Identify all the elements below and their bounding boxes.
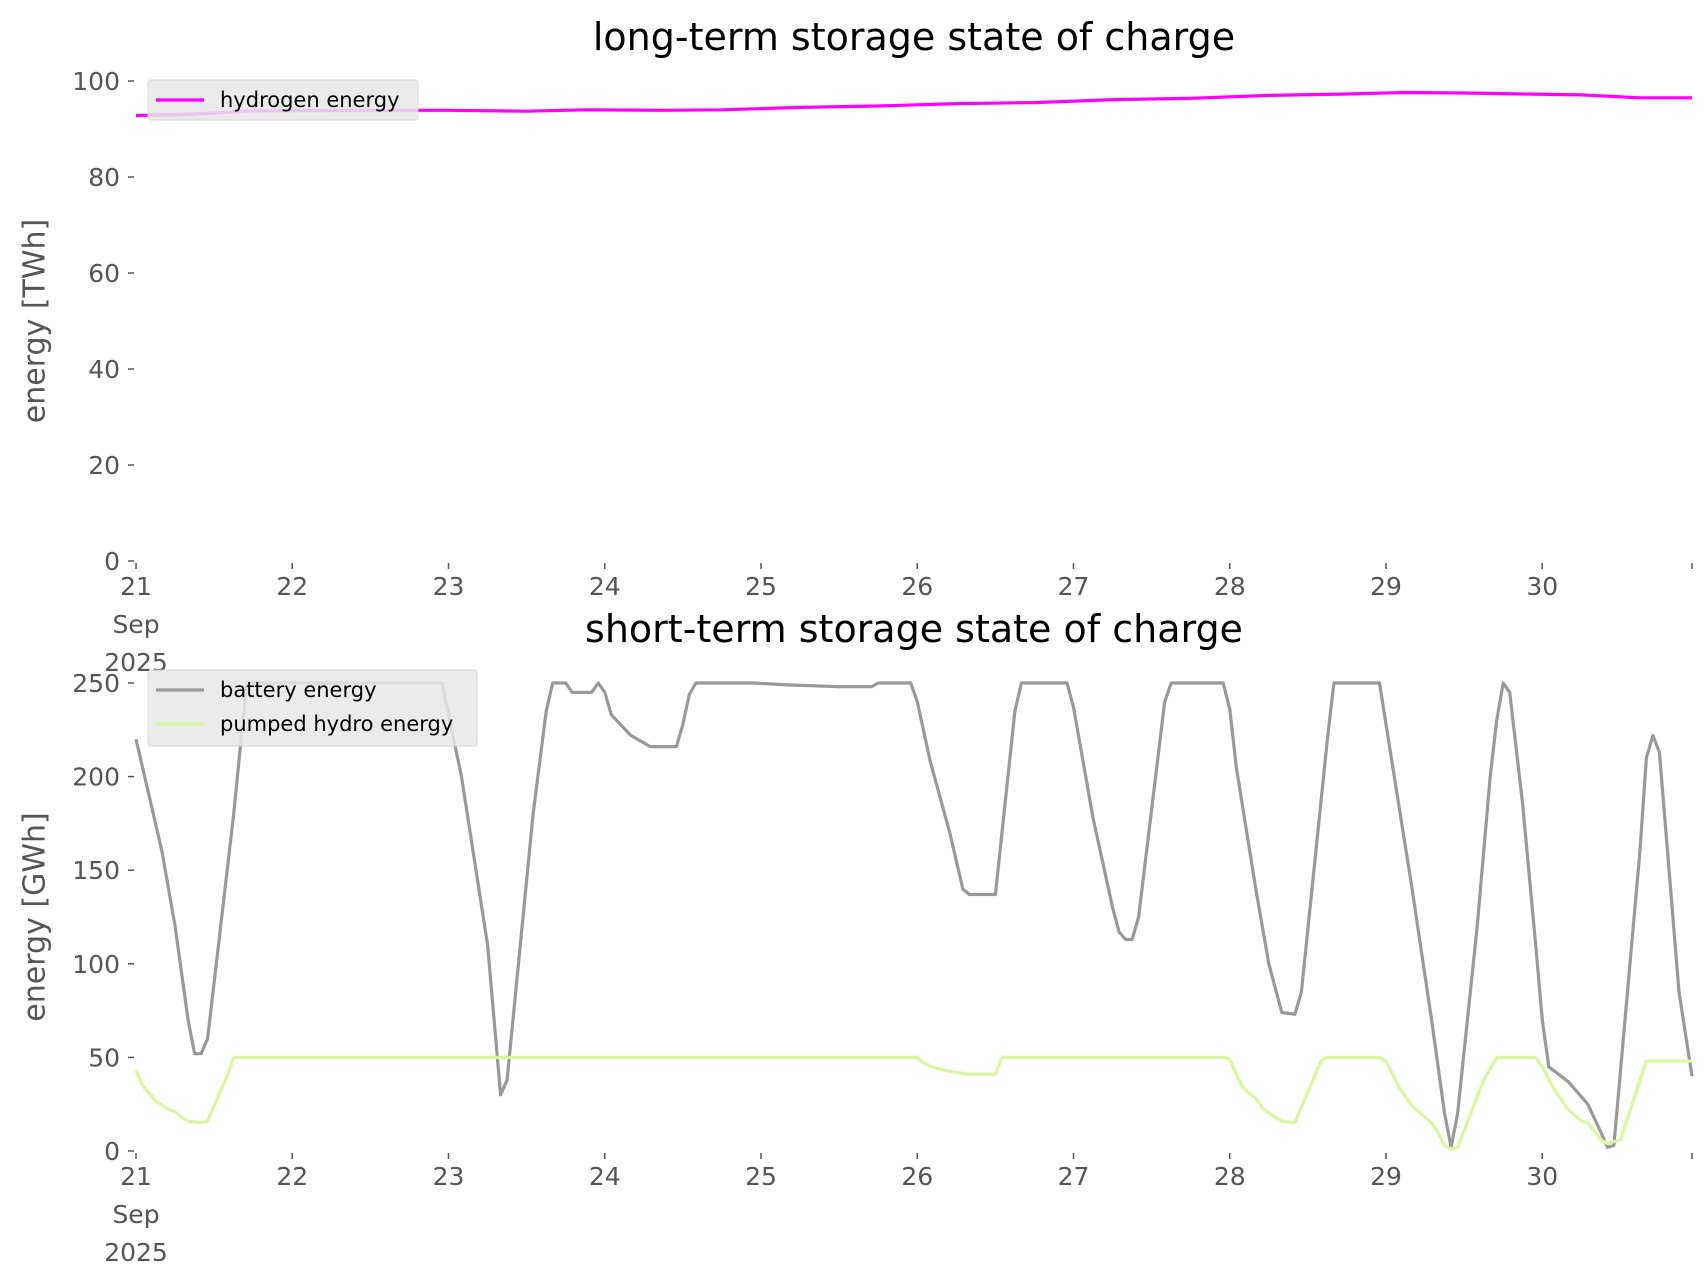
x-tick-label: 21 (120, 572, 152, 601)
legend-box (147, 669, 478, 747)
x-tick-label: 25 (745, 1162, 777, 1191)
y-tick-label: 200 (72, 763, 120, 792)
y-axis-label: energy [GWh] (18, 812, 53, 1021)
chart-title: long-term storage state of charge (593, 15, 1235, 59)
x-tick-label: 25 (745, 572, 777, 601)
y-tick-label: 100 (72, 950, 120, 979)
long-term-storage-panel: long-term storage state of charge energy … (18, 15, 1693, 677)
x-tick-label: 24 (589, 572, 621, 601)
legend: hydrogen energy (147, 79, 419, 121)
series-line-battery-energy (134, 681, 1694, 1149)
x-tick-label: 28 (1214, 1162, 1246, 1191)
y-tick-label: 20 (88, 451, 120, 480)
x-tick-label: 29 (1370, 1162, 1402, 1191)
y-tick-label: 50 (88, 1043, 120, 1072)
y-tick-label: 150 (72, 856, 120, 885)
x-tick-label: 29 (1370, 572, 1402, 601)
legend-label-battery-energy: battery energy (220, 678, 377, 702)
legend: battery energy pumped hydro energy (147, 669, 478, 747)
x-tick-label: Sep (112, 610, 159, 639)
y-tick-label: 250 (72, 669, 120, 698)
x-tick-label: 23 (433, 1162, 465, 1191)
x-tick-label: 26 (901, 572, 933, 601)
legend-box (147, 79, 419, 121)
series-line-hydrogen-energy (135, 90, 1692, 118)
x-tick-label: 22 (276, 1162, 308, 1191)
y-axis-label: energy [TWh] (18, 219, 53, 423)
legend-label-hydrogen-energy: hydrogen energy (220, 88, 400, 112)
x-tick-label: 27 (1058, 1162, 1090, 1191)
x-tick-label: 30 (1526, 572, 1558, 601)
x-tick-label: Sep (112, 1200, 159, 1229)
x-tick-label: 28 (1214, 572, 1246, 601)
y-tick-label: 40 (88, 355, 120, 384)
x-tick-label: 21 (120, 1162, 152, 1191)
x-tick-label: 22 (276, 572, 308, 601)
x-tick-label: 30 (1526, 1162, 1558, 1191)
x-tick-label: 26 (901, 1162, 933, 1191)
legend-label-pumped-hydro-energy: pumped hydro energy (220, 712, 453, 736)
x-tick-label: 24 (589, 1162, 621, 1191)
chart-title: short-term storage state of charge (585, 607, 1243, 651)
y-tick-label: 60 (88, 259, 120, 288)
y-tick-label: 100 (72, 67, 120, 96)
x-tick-label: 23 (433, 572, 465, 601)
y-tick-label: 0 (104, 547, 120, 576)
short-term-storage-panel: short-term storage state of charge energy… (18, 607, 1694, 1267)
x-tick-label: 2025 (104, 1238, 168, 1267)
series-line-pumped-hydro-energy (134, 1055, 1692, 1151)
y-tick-label: 0 (104, 1137, 120, 1166)
x-tick-label: 27 (1058, 572, 1090, 601)
y-tick-label: 80 (88, 163, 120, 192)
